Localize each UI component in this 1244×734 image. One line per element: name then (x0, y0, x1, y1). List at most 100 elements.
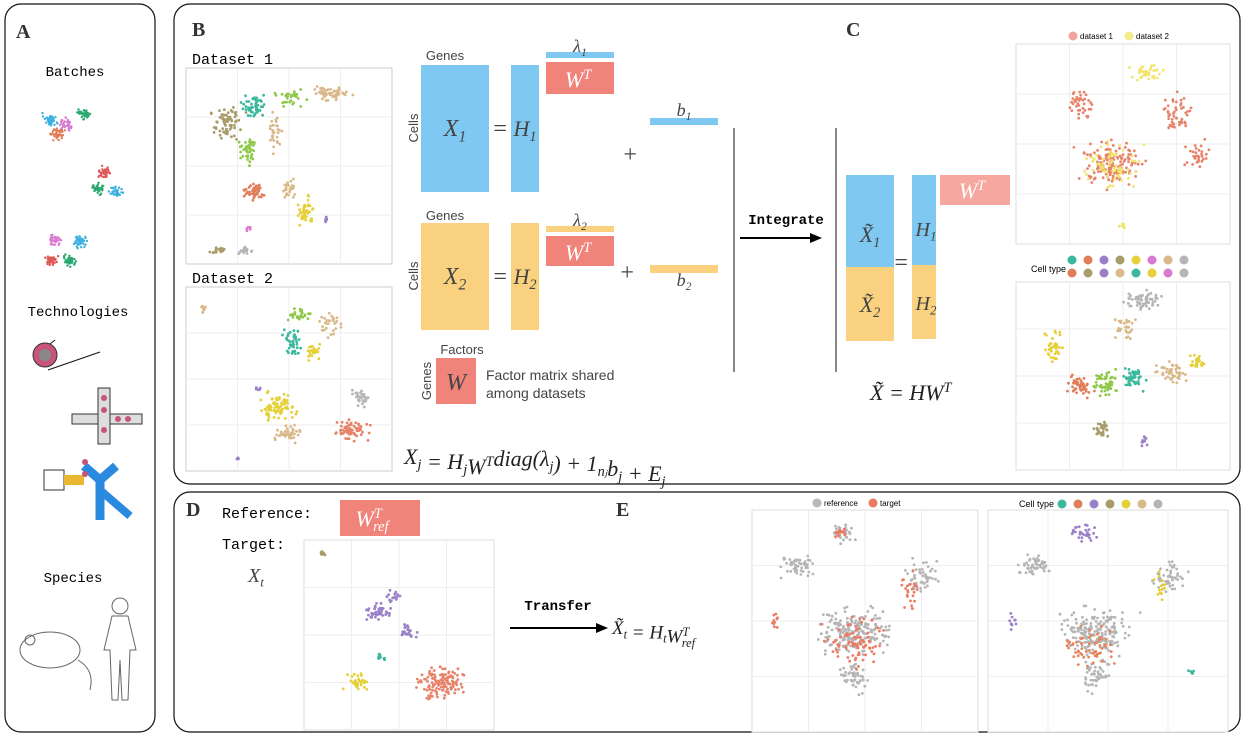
cell-dot (1077, 536, 1080, 539)
cell-dot (441, 677, 444, 680)
cell-dot (257, 99, 260, 102)
cell-dot (1175, 108, 1178, 111)
cell-dot (288, 347, 291, 350)
cell-dot (108, 171, 110, 173)
cell-dot (1088, 642, 1091, 645)
cell-dot (1108, 164, 1111, 167)
cell-dot (1088, 175, 1091, 178)
cell-dot (225, 128, 228, 131)
cell-dot (1091, 683, 1094, 686)
cell-dot (1051, 337, 1054, 340)
cell-dot (320, 316, 323, 319)
cell-dot (291, 430, 294, 433)
cell-dot (1077, 663, 1080, 666)
cell-dot (1085, 94, 1088, 97)
cell-dot (230, 120, 233, 123)
cell-dot (301, 316, 304, 319)
cell-dot (447, 692, 450, 695)
cell-dot (77, 247, 79, 249)
cell-dot (807, 574, 810, 577)
cell-dot (1091, 652, 1094, 655)
cell-dot (67, 262, 69, 264)
cell-dot (248, 160, 251, 163)
cell-dot (240, 101, 243, 104)
cell-dot (1085, 173, 1088, 176)
cell-dot (851, 672, 854, 675)
cell-dot (1106, 170, 1109, 173)
cell-dot (1070, 109, 1073, 112)
cell-dot (1153, 77, 1156, 80)
cell-dot (779, 566, 782, 569)
cell-dot (1017, 564, 1020, 567)
cell-dot (1169, 564, 1172, 567)
cell-dot (210, 112, 213, 115)
cell-dot (284, 430, 287, 433)
cell-dot (302, 217, 305, 220)
cell-dot (1153, 64, 1156, 67)
cell-dot (1178, 367, 1181, 370)
cell-dot (1101, 660, 1104, 663)
cell-dot (1082, 392, 1085, 395)
cell-dot (857, 622, 860, 625)
cell-dot (1171, 364, 1174, 367)
cell-dot (1051, 360, 1054, 363)
cell-dot (73, 243, 75, 245)
legend-swatch (1068, 256, 1077, 265)
cell-dot (1083, 91, 1086, 94)
legend-swatch (1132, 269, 1141, 278)
cell-dot (888, 625, 891, 628)
cell-dot (795, 572, 798, 575)
cell-dot (1090, 625, 1093, 628)
cell-dot (870, 629, 873, 632)
cell-dot (307, 199, 310, 202)
cell-dot (911, 607, 914, 610)
cell-dot (915, 568, 918, 571)
cell-dot (363, 406, 366, 409)
cell-dot (1136, 301, 1139, 304)
cell-dot (73, 262, 75, 264)
cell-dot (220, 137, 223, 140)
cell-dot (208, 251, 211, 254)
cell-dot (426, 680, 429, 683)
cell-dot (100, 173, 102, 175)
cell-dot (900, 584, 903, 587)
cell-dot (854, 538, 857, 541)
cell-dot (1085, 157, 1088, 160)
cell-dot (866, 679, 869, 682)
cell-dot (1106, 188, 1109, 191)
cell-dot (275, 94, 278, 97)
cell-dot (431, 681, 434, 684)
cell-dot (855, 620, 858, 623)
cell-dot (853, 664, 856, 667)
cell-dot (245, 227, 248, 230)
cell-dot (1019, 571, 1022, 574)
cell-dot (824, 636, 827, 639)
umap-plot (1016, 282, 1230, 470)
cell-dot (1195, 147, 1198, 150)
cell-dot (71, 262, 73, 264)
cell-dot (1124, 146, 1127, 149)
cell-dot (824, 649, 827, 652)
cell-dot (354, 680, 357, 683)
cell-dot (242, 107, 245, 110)
cell-dot (103, 170, 105, 172)
cell-dot (1139, 297, 1142, 300)
cell-dot (374, 606, 377, 609)
cell-dot (1090, 622, 1093, 625)
cell-dot (294, 442, 297, 445)
cell-dot (262, 94, 265, 97)
cell-dot (1154, 300, 1157, 303)
cell-dot (861, 639, 864, 642)
legend-swatch (1138, 500, 1147, 509)
cell-dot (922, 561, 925, 564)
cell-dot (1095, 384, 1098, 387)
cell-dot (358, 427, 361, 430)
cell-dot (1147, 78, 1150, 81)
cell-dot (1100, 377, 1103, 380)
cell-dot (297, 214, 300, 217)
cell-dot (1064, 633, 1067, 636)
cell-dot (1032, 557, 1035, 560)
cell-dot (1079, 625, 1082, 628)
cell-dot (1069, 106, 1072, 109)
cell-dot (348, 418, 351, 421)
